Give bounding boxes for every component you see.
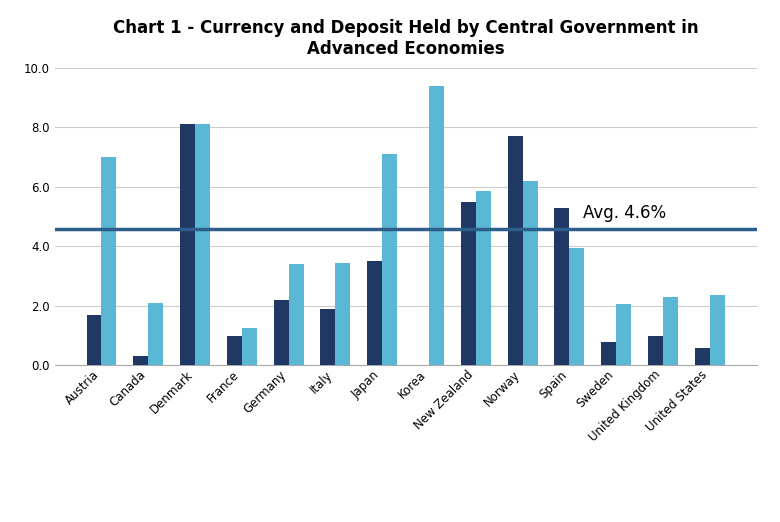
Bar xyxy=(648,336,663,365)
Bar xyxy=(461,202,476,365)
Bar xyxy=(523,181,537,365)
Bar xyxy=(335,263,350,365)
Bar xyxy=(180,124,195,365)
Bar xyxy=(695,348,710,365)
Bar xyxy=(663,297,678,365)
Bar xyxy=(274,300,289,365)
Bar xyxy=(476,192,491,365)
Bar xyxy=(508,136,523,365)
Bar xyxy=(227,336,242,365)
Bar xyxy=(382,154,397,365)
Title: Chart 1 - Currency and Deposit Held by Central Government in
Advanced Economies: Chart 1 - Currency and Deposit Held by C… xyxy=(113,19,698,58)
Bar xyxy=(367,262,382,365)
Bar xyxy=(195,124,210,365)
Bar xyxy=(148,303,163,365)
Bar xyxy=(429,86,444,365)
Bar xyxy=(601,341,616,365)
Bar xyxy=(321,309,335,365)
Bar xyxy=(569,248,584,365)
Bar xyxy=(101,157,116,365)
Bar xyxy=(289,264,303,365)
Bar xyxy=(242,328,257,365)
Bar xyxy=(710,295,725,365)
Text: Avg. 4.6%: Avg. 4.6% xyxy=(583,204,667,222)
Bar xyxy=(555,208,569,365)
Bar xyxy=(87,315,101,365)
Bar xyxy=(616,304,631,365)
Bar xyxy=(133,357,148,365)
